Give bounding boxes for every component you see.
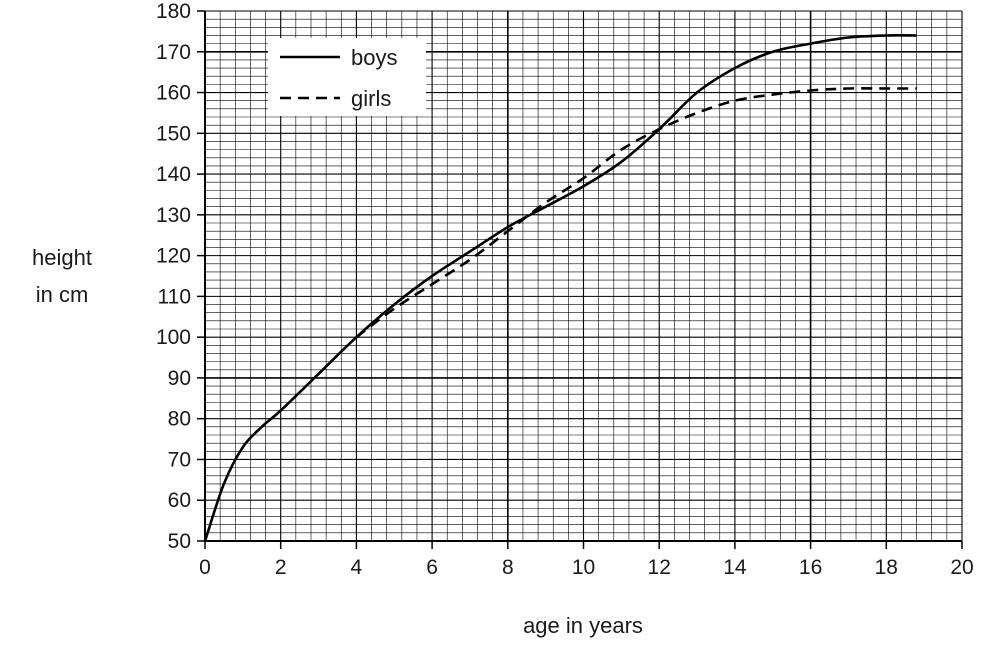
x-tick-label: 4 (351, 556, 363, 579)
series-line-girls (356, 88, 916, 337)
x-tick-label: 8 (502, 556, 514, 579)
y-tick-label: 140 (156, 163, 191, 186)
legend-label-boys: boys (351, 45, 397, 70)
x-tick-label: 14 (723, 556, 747, 579)
y-tick-label: 100 (156, 326, 191, 349)
x-axis-label: age in years (523, 613, 643, 638)
y-axis-label-line-2: in cm (36, 282, 89, 307)
y-axis-label-line-1: height (32, 245, 92, 270)
y-tick-label: 130 (156, 204, 191, 227)
x-tick-label: 20 (950, 556, 973, 579)
y-tick-label: 80 (168, 408, 191, 431)
y-tick-label: 90 (168, 367, 191, 390)
x-tick-label: 12 (648, 556, 671, 579)
legend: boys girls (268, 38, 426, 116)
y-tick-label: 150 (156, 122, 191, 145)
y-tick-label: 170 (156, 41, 191, 64)
y-tick-label: 160 (156, 82, 191, 105)
y-tick-label: 120 (156, 245, 191, 268)
x-tick-label: 6 (426, 556, 438, 579)
y-tick-label: 50 (168, 530, 191, 553)
x-tick-label: 10 (572, 556, 595, 579)
y-tick-label: 70 (168, 448, 191, 471)
legend-box (268, 38, 426, 116)
x-tick-label: 18 (875, 556, 898, 579)
y-tick-label: 180 (156, 0, 191, 23)
x-tick-label: 2 (275, 556, 287, 579)
y-tick-label: 110 (158, 285, 191, 308)
x-tick-label: 16 (799, 556, 822, 579)
y-tick-label: 60 (168, 489, 191, 512)
x-tick-label: 0 (199, 556, 211, 579)
legend-label-girls: girls (351, 86, 391, 111)
